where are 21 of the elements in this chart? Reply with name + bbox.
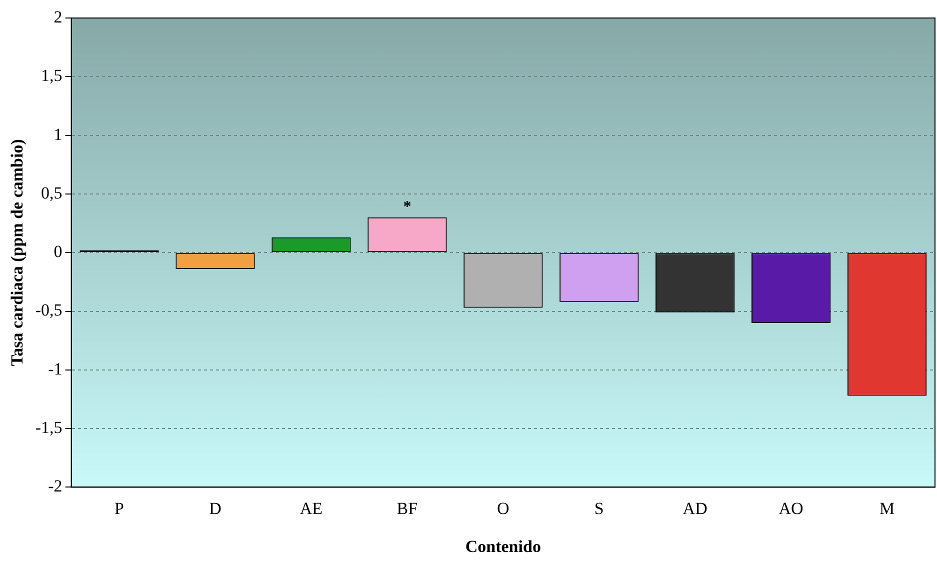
x-tick-label: S [594, 498, 604, 518]
annotation: * [403, 198, 412, 216]
y-axis-title: Tasa cardiaca (ppm de cambio) [8, 139, 27, 366]
x-axis-title: Contenido [465, 537, 541, 556]
x-tick-label: P [114, 498, 124, 518]
x-tick-label: O [497, 498, 510, 518]
y-tick-label: 1,5 [41, 66, 62, 86]
y-tick-label: -1 [48, 359, 62, 378]
y-tick-label: -0,5 [35, 300, 62, 320]
x-tick-label: D [209, 498, 222, 518]
x-tick-label: M [879, 498, 895, 518]
y-tick-label: -1,5 [35, 418, 62, 438]
y-tick-label: 0 [54, 242, 62, 262]
x-tick-label: BF [396, 498, 418, 518]
y-tick-label: -2 [48, 476, 62, 496]
y-tick-label: 1 [54, 124, 62, 144]
y-tick-label: 2 [54, 7, 62, 26]
x-tick-label: AE [300, 498, 323, 518]
x-tick-label: AD [682, 498, 708, 518]
x-tick-label: AO [778, 498, 804, 518]
y-tick-label: 0,5 [41, 183, 62, 202]
